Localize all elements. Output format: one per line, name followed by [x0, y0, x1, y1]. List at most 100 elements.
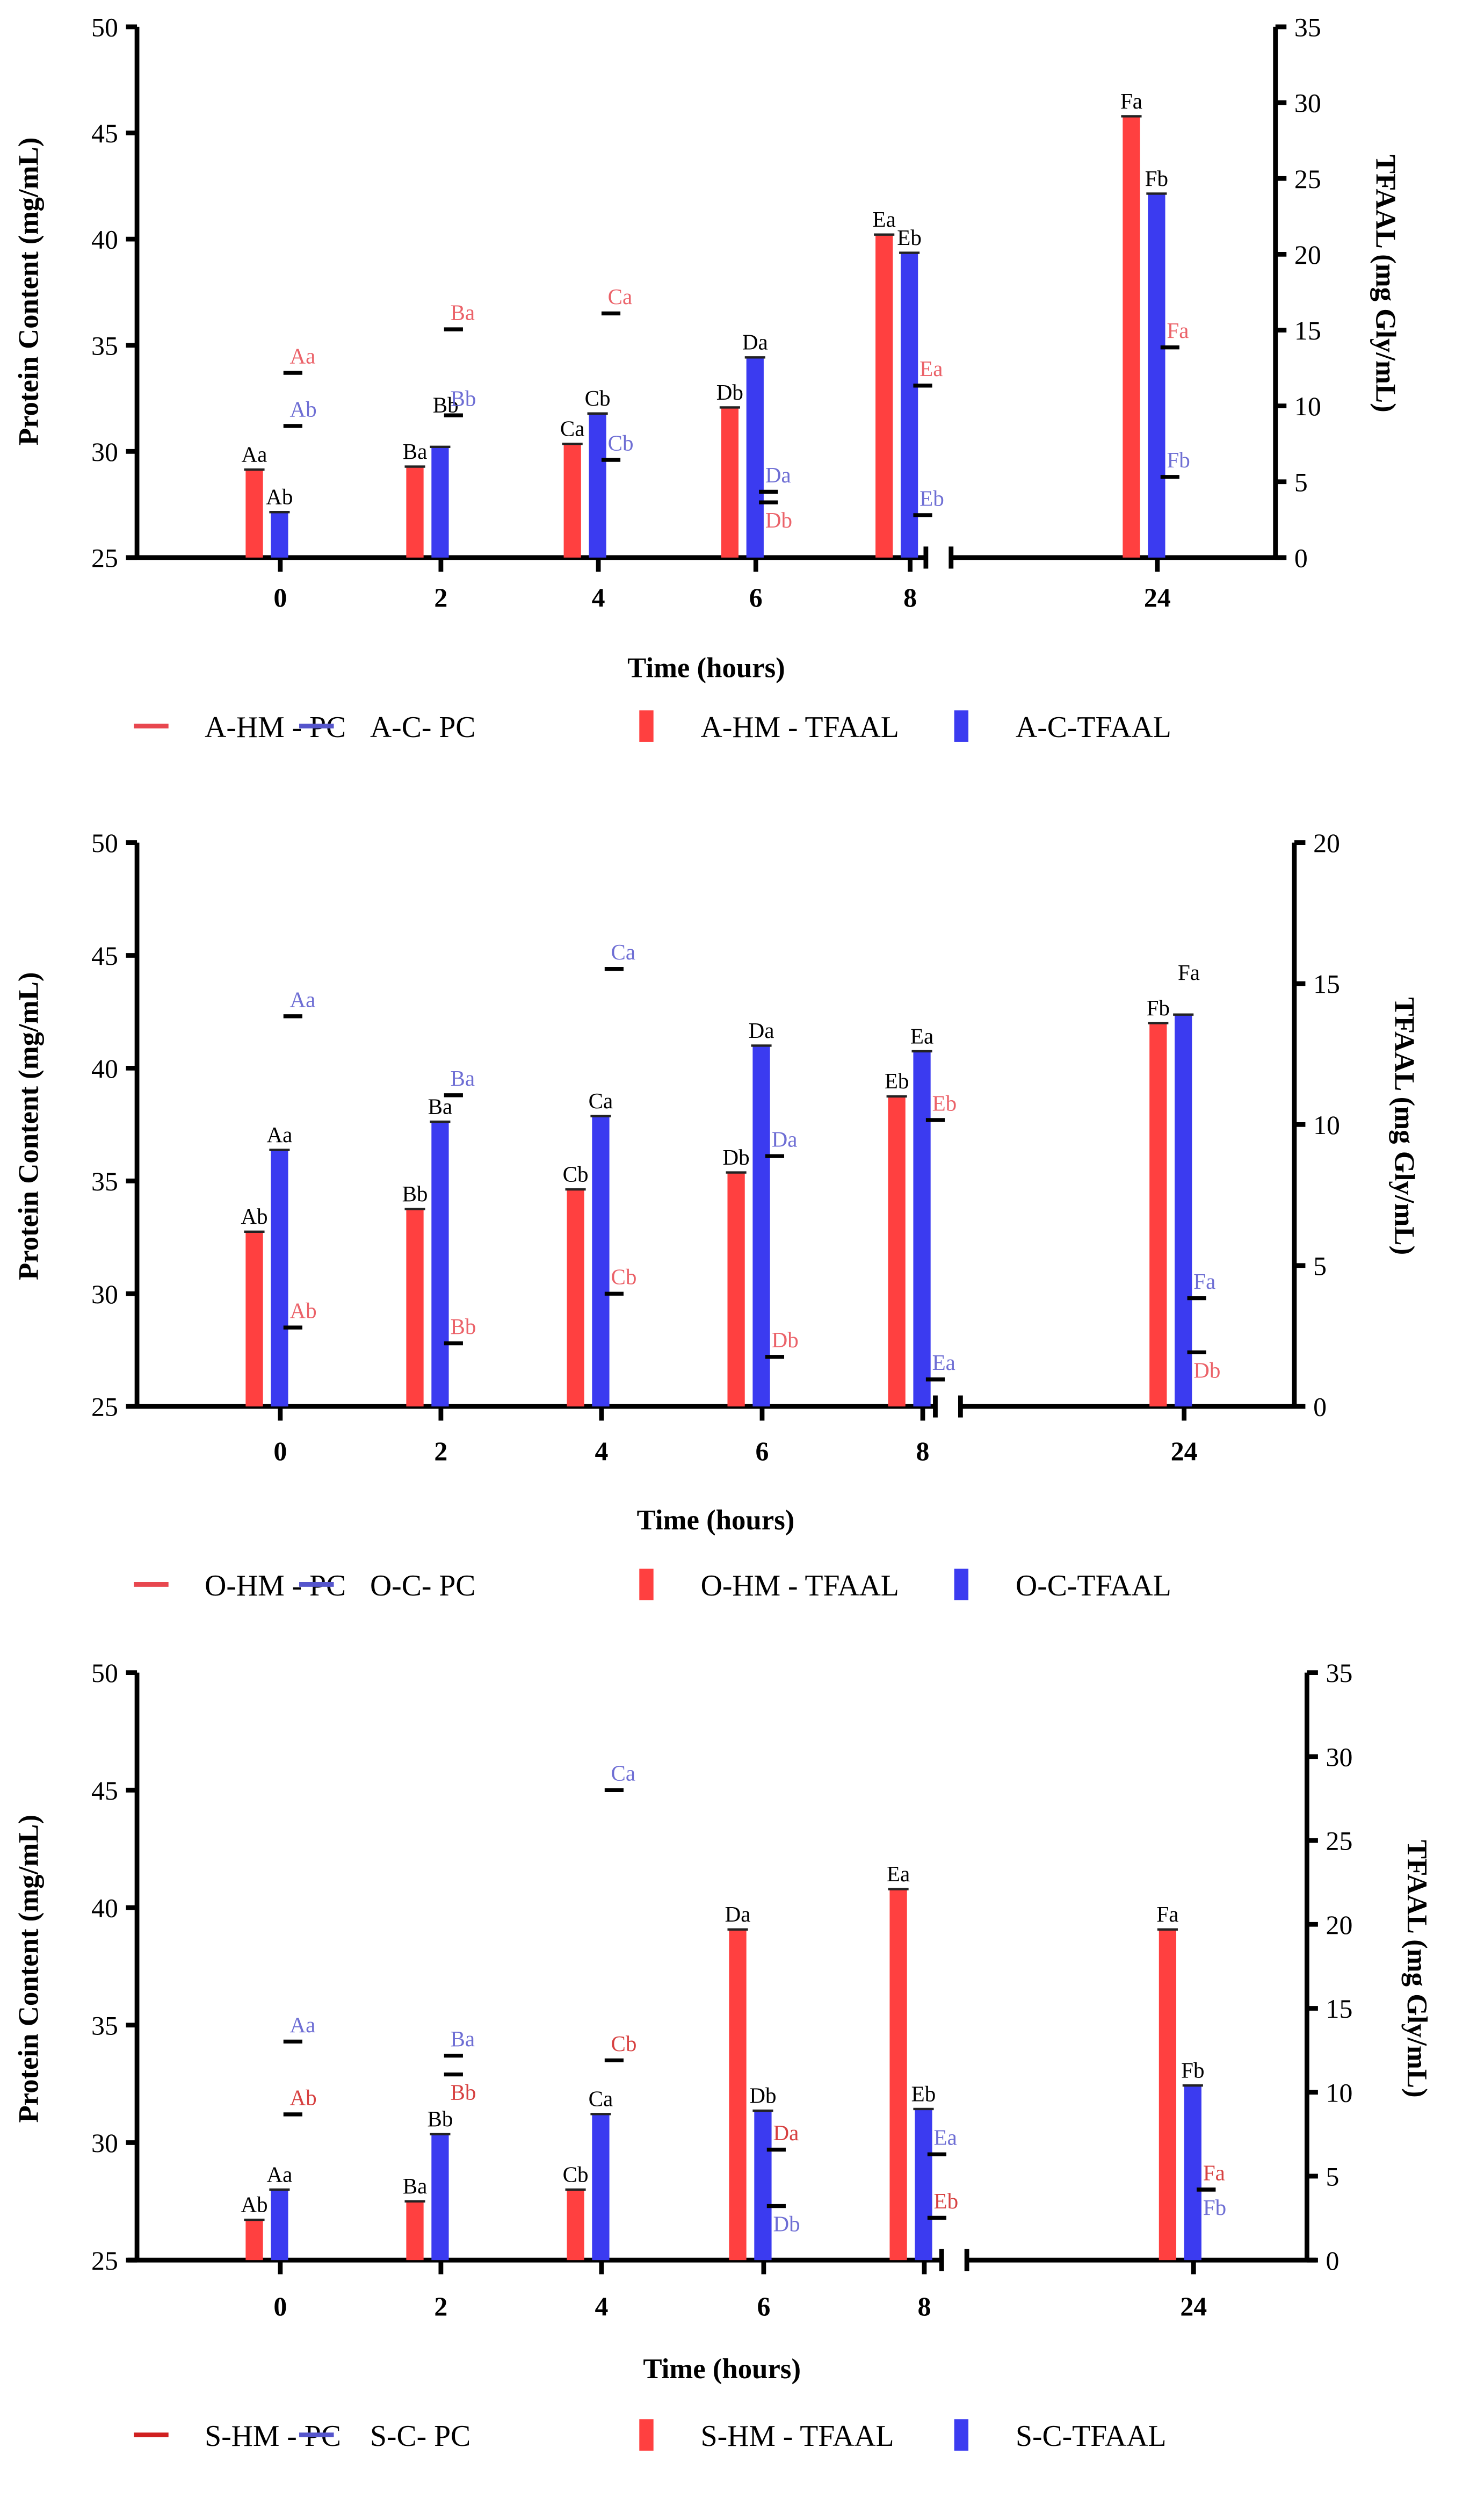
- x-tick-label: 6: [756, 1436, 769, 1466]
- y2-tick-label: 10: [1326, 2078, 1353, 2107]
- bar-c-tfaal: [589, 413, 606, 558]
- bar-hm-tfaal: [406, 466, 424, 558]
- bar-letter-label: Cb: [585, 386, 611, 410]
- bar-letter-label: Ba: [428, 1094, 453, 1118]
- pc-letter-label: Ba: [450, 300, 475, 324]
- y2-tick-label: 25: [1326, 1826, 1353, 1856]
- bar-hm-tfaal: [875, 234, 893, 558]
- x-tick-label: 6: [749, 583, 763, 612]
- y-tick-label: 40: [91, 1054, 118, 1084]
- y2-axis-title: TFAAL (mg Gly/mL): [1370, 155, 1401, 413]
- x-tick-label: 0: [273, 2292, 287, 2321]
- bar-letter-label: Fb: [1147, 995, 1170, 1020]
- pc-letter-label: Ca: [611, 940, 636, 964]
- pc-letter-label: Fa: [1193, 1269, 1215, 1294]
- legend-entry: A-HM - TFAAL: [701, 711, 899, 744]
- bar-letter-label: Da: [749, 1018, 774, 1043]
- legend-entry: A-C- PC: [370, 711, 475, 744]
- y-tick-label: 40: [91, 1894, 118, 1923]
- x-axis-title: Time (hours): [637, 1505, 795, 1536]
- pc-letter-label: Bb: [450, 386, 476, 411]
- bar-letter-label: Eb: [911, 2081, 936, 2106]
- bar-c-tfaal: [271, 512, 288, 558]
- legend-bar-swatch: [639, 710, 654, 742]
- pc-letter-label: Ca: [608, 284, 633, 309]
- pc-letter-label: Da: [773, 2120, 799, 2145]
- bar-hm-tfaal: [563, 444, 581, 558]
- bar-letter-label: Ba: [403, 2174, 428, 2198]
- bar-hm-tfaal: [889, 1889, 907, 2261]
- legend-bar-swatch: [639, 2419, 654, 2451]
- y2-tick-label: 0: [1326, 2246, 1340, 2276]
- x-tick-label: 24: [1180, 2292, 1207, 2321]
- pc-letter-label: Da: [772, 1127, 798, 1152]
- bar-hm-tfaal: [245, 470, 263, 558]
- y-tick-label: 50: [91, 13, 118, 42]
- y-tick-label: 25: [91, 544, 118, 573]
- x-tick-label: 2: [434, 1436, 447, 1466]
- bar-letter-label: Ca: [560, 416, 585, 441]
- bar-letter-label: Bb: [433, 392, 459, 417]
- legend-entry: S-C-TFAAL: [1016, 2420, 1167, 2453]
- y-tick-label: 30: [91, 2128, 118, 2158]
- y2-tick-label: 20: [1294, 240, 1321, 270]
- bar-letter-label: Ab: [241, 1204, 267, 1229]
- y2-tick-label: 35: [1326, 1658, 1353, 1688]
- bar-letter-label: Ca: [589, 2086, 613, 2111]
- pc-letter-label: Cb: [608, 431, 634, 456]
- y-tick-label: 25: [91, 1392, 118, 1422]
- pc-letter-label: Ea: [934, 2125, 957, 2150]
- bar-letter-label: Eb: [885, 1068, 909, 1093]
- y-tick-label: 45: [91, 1776, 118, 1806]
- y-tick-label: 30: [91, 437, 118, 467]
- pc-letter-label: Fa: [1203, 2160, 1225, 2185]
- y-tick-label: 45: [91, 941, 118, 971]
- bar-letter-label: Ea: [873, 207, 896, 232]
- bar-c-tfaal: [592, 2114, 610, 2261]
- x-tick-label: 2: [434, 583, 447, 612]
- y2-tick-label: 35: [1294, 13, 1321, 42]
- pc-letter-label: Eb: [919, 486, 944, 510]
- bar-letter-label: Aa: [266, 1122, 292, 1147]
- pc-letter-label: Db: [773, 2211, 800, 2236]
- bar-letter-label: Cb: [563, 2162, 589, 2186]
- x-tick-label: 8: [916, 1436, 930, 1466]
- y2-tick-label: 20: [1326, 1910, 1353, 1940]
- bar-letter-label: Cb: [563, 1161, 589, 1186]
- bar-c-tfaal: [431, 1122, 449, 1407]
- bar-letter-label: Db: [723, 1145, 750, 1169]
- bar-c-tfaal: [271, 2189, 288, 2261]
- bar-hm-tfaal: [729, 1929, 747, 2261]
- y-tick-label: 40: [91, 225, 118, 255]
- legend-bar-swatch: [954, 1569, 969, 1600]
- pc-letter-label: Eb: [932, 1091, 957, 1115]
- pc-letter-label: Eb: [934, 2189, 959, 2213]
- bar-hm-tfaal: [567, 1189, 584, 1407]
- legend-bar-swatch: [954, 710, 969, 742]
- pc-letter-label: Cb: [611, 2031, 637, 2056]
- legend-entry: S-HM - TFAAL: [701, 2420, 894, 2453]
- y2-tick-label: 25: [1294, 164, 1321, 194]
- bar-letter-label: Fb: [1145, 166, 1168, 191]
- bar-c-tfaal: [271, 1150, 288, 1407]
- y-axis-title: Protein Content (mg/mL): [13, 972, 44, 1280]
- bar-hm-tfaal: [1149, 1023, 1167, 1407]
- bar-letter-label: Ea: [887, 1861, 910, 1886]
- bar-letter-label: Da: [725, 1902, 751, 1926]
- y2-tick-label: 15: [1313, 970, 1340, 999]
- bar-c-tfaal: [752, 1045, 770, 1407]
- bar-letter-label: Ca: [589, 1088, 613, 1113]
- bar-letter-label: Eb: [897, 225, 922, 250]
- x-tick-label: 2: [434, 2292, 447, 2321]
- pc-letter-label: Fa: [1167, 318, 1189, 343]
- bar-letter-label: Aa: [242, 442, 267, 467]
- y-tick-label: 35: [91, 331, 118, 360]
- pc-letter-label: Ba: [450, 2026, 475, 2051]
- bar-hm-tfaal: [727, 1172, 745, 1407]
- pc-letter-label: Aa: [289, 2012, 315, 2037]
- pc-letter-label: Aa: [289, 344, 315, 369]
- y2-tick-label: 5: [1326, 2162, 1340, 2192]
